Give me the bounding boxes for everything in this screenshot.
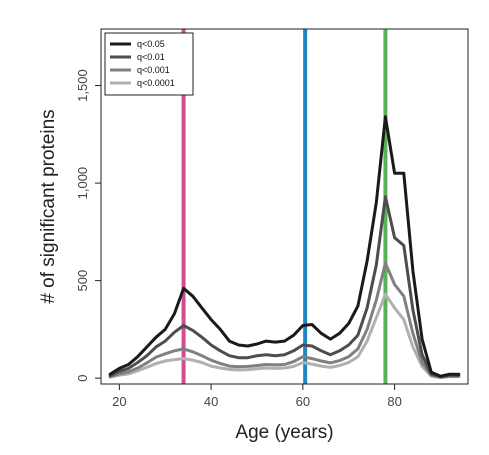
legend-label-2: q<0.01 bbox=[137, 52, 165, 62]
x-axis: 20 40 60 80 bbox=[112, 384, 402, 409]
x-axis-title: Age (years) bbox=[235, 422, 333, 443]
y-tick-label: 0 bbox=[75, 375, 90, 382]
legend-label-1: q<0.05 bbox=[137, 39, 165, 49]
x-tick-label: 40 bbox=[204, 394, 218, 409]
legend: q<0.05 q<0.01 q<0.001 q<0.0001 bbox=[104, 32, 194, 96]
legend-label-3: q<0.001 bbox=[137, 65, 170, 75]
y-tick-label: 1,000 bbox=[75, 167, 90, 200]
series-line-4 bbox=[108, 292, 461, 380]
legend-label-4: q<0.0001 bbox=[137, 78, 175, 88]
series-line-1 bbox=[108, 115, 461, 378]
series-line-2 bbox=[108, 195, 461, 379]
y-axis: 0 500 1,000 1,500 bbox=[75, 69, 101, 382]
vertical-markers bbox=[181, 29, 388, 384]
series-line-3 bbox=[108, 261, 461, 379]
plot-frame bbox=[100, 28, 469, 385]
y-tick-label: 1,500 bbox=[75, 69, 90, 102]
series-layer bbox=[108, 115, 461, 380]
x-tick-label: 20 bbox=[112, 394, 126, 409]
y-tick-label: 500 bbox=[75, 270, 90, 292]
x-tick-label: 80 bbox=[387, 394, 401, 409]
x-tick-label: 60 bbox=[296, 394, 310, 409]
y-axis-title: # of significant proteins bbox=[38, 109, 59, 303]
